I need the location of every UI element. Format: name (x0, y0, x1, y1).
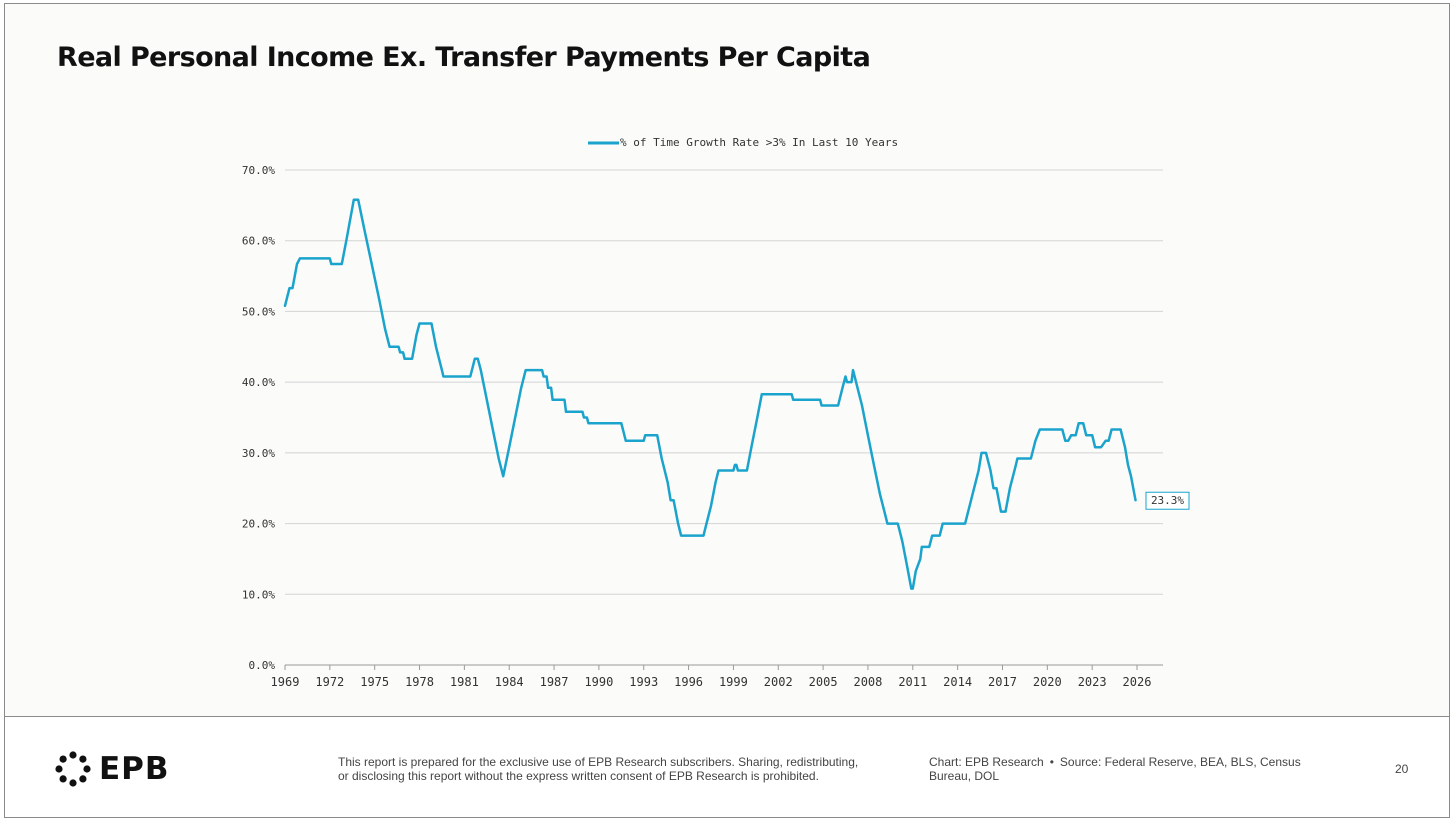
source-text: Source: Federal Reserve, BEA, BLS, Censu… (929, 755, 1301, 783)
y-tick-label: 50.0% (242, 305, 275, 318)
y-tick-label: 70.0% (242, 164, 275, 177)
x-tick-label: 1996 (674, 675, 703, 689)
x-tick-label: 1975 (360, 675, 389, 689)
disclaimer-line-2: or disclosing this report without the ex… (338, 769, 819, 783)
x-tick-label: 1984 (495, 675, 524, 689)
y-tick-label: 60.0% (242, 235, 275, 248)
disclaimer: This report is prepared for the exclusiv… (338, 755, 898, 783)
x-tick-label: 2002 (764, 675, 793, 689)
source-note: Chart: EPB Research • Source: Federal Rese… (929, 755, 1329, 783)
x-tick-label: 1993 (629, 675, 658, 689)
x-tick-label: 1972 (315, 675, 344, 689)
x-tick-label: 2005 (809, 675, 838, 689)
footer: EPB This report is prepared for the excl… (5, 716, 1449, 817)
epb-logo: EPB (55, 751, 170, 787)
y-tick-label: 10.0% (242, 588, 275, 601)
x-tick-label: 1978 (405, 675, 434, 689)
x-tick-label: 1999 (719, 675, 748, 689)
y-tick-label: 20.0% (242, 518, 275, 531)
x-tick-label: 2014 (943, 675, 972, 689)
x-tick-label: 2023 (1078, 675, 1107, 689)
slide: Real Personal Income Ex. Transfer Paymen… (4, 3, 1450, 818)
y-tick-label: 30.0% (242, 447, 275, 460)
x-tick-label: 2011 (898, 675, 927, 689)
chart-title: Real Personal Income Ex. Transfer Paymen… (57, 42, 871, 73)
x-tick-label: 1981 (450, 675, 479, 689)
separator-dot: • (1049, 755, 1054, 769)
epb-logo-icon (55, 751, 91, 787)
legend-label: % of Time Growth Rate >3% In Last 10 Yea… (620, 136, 898, 149)
x-tick-label: 1987 (540, 675, 569, 689)
series-line (283, 198, 1137, 590)
x-tick-label: 1990 (584, 675, 613, 689)
end-value-box (1145, 491, 1190, 510)
disclaimer-line-1: This report is prepared for the exclusiv… (338, 755, 859, 769)
x-tick-label: 2026 (1123, 675, 1152, 689)
page-number: 20 (1395, 762, 1409, 776)
y-tick-label: 40.0% (242, 376, 275, 389)
y-tick-label: 0.0% (249, 659, 276, 672)
x-tick-label: 2017 (988, 675, 1017, 689)
line-chart: 0.0% 10.0% 20.0% 30.0% 40.0% 50.0% 60.0% 70.0% 1… (242, 136, 1190, 689)
chart-credit: Chart: EPB Research (929, 755, 1044, 769)
x-tick-label: 2008 (853, 675, 882, 689)
end-value-label: 23.3% (1151, 494, 1184, 507)
x-tick-label: 2020 (1033, 675, 1062, 689)
x-tick-label: 1969 (271, 675, 300, 689)
logo-text: EPB (99, 751, 170, 787)
